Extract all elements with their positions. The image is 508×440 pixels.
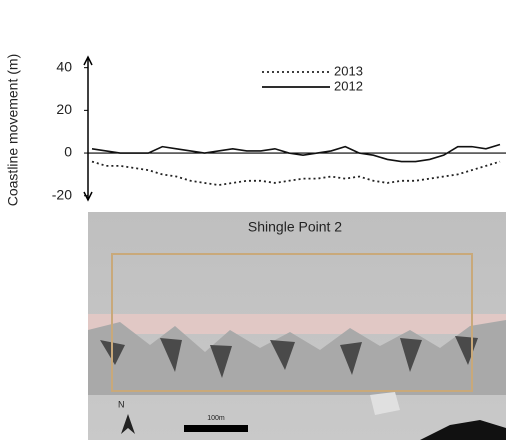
north-label: N [118,399,125,409]
scale-label: 100m [207,415,225,422]
aerial-image: 100m N Shingle Point 2 [88,212,506,440]
legend-label: 2013 [334,63,363,78]
image-title: Shingle Point 2 [248,219,342,235]
y-tick-label: 20 [56,101,72,117]
shoreline-band [88,314,506,334]
y-tick-label: 40 [56,58,72,74]
y-tick-label: -20 [52,186,72,202]
legend-label: 2012 [334,78,363,93]
y-tick-label: 0 [64,144,72,160]
series-line [92,162,500,185]
scale-bar [184,425,248,432]
y-axis-label: Coastline movement (m) [5,54,21,207]
figure: Coastline movement (m) 100m N Shingle Po… [0,0,508,440]
